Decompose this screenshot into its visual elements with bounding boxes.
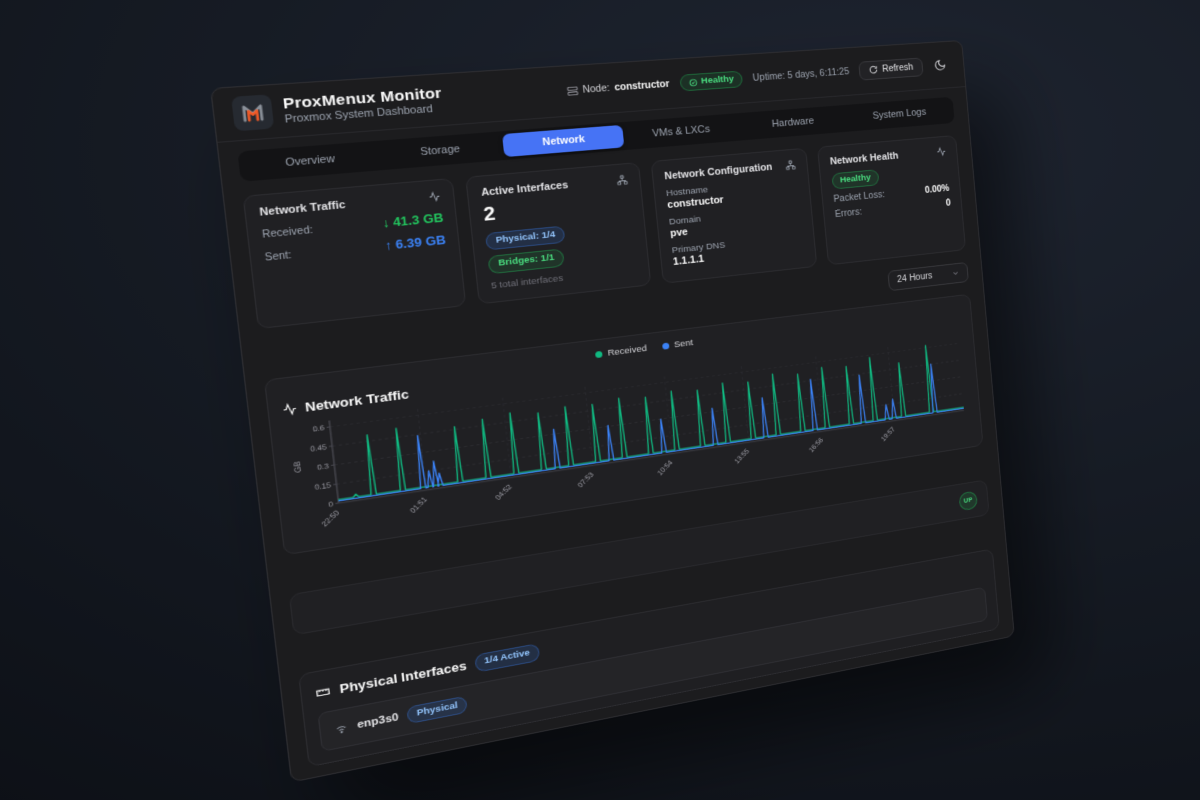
sent-label: Sent: — [264, 249, 293, 264]
time-range-value: 24 Hours — [896, 270, 933, 285]
theme-toggle-button[interactable] — [932, 57, 949, 74]
refresh-button[interactable]: Refresh — [858, 57, 924, 81]
activity-icon — [936, 146, 946, 156]
svg-text:01:51: 01:51 — [408, 495, 429, 515]
card-title: Network Health — [829, 150, 899, 168]
activity-icon — [282, 402, 298, 417]
tab-overview[interactable]: Overview — [241, 144, 377, 179]
svg-text:0.15: 0.15 — [314, 480, 332, 491]
svg-text:0.6: 0.6 — [312, 423, 325, 433]
proxmenux-logo — [231, 94, 275, 132]
server-icon — [566, 85, 578, 96]
node-label: Node: — [582, 82, 611, 96]
svg-text:0: 0 — [328, 499, 334, 508]
card-network-configuration: Network Configuration Hostname construct… — [650, 147, 817, 284]
interface-type-badge: Physical — [406, 695, 469, 725]
up-status-badge: UP — [958, 490, 978, 512]
tab-system-logs[interactable]: System Logs — [846, 100, 952, 129]
chevron-down-icon — [951, 269, 959, 278]
refresh-icon — [869, 65, 879, 74]
legend-dot — [595, 350, 604, 358]
bridges-count-badge: Bridges: 1/1 — [488, 248, 565, 274]
wifi-icon — [333, 721, 349, 736]
svg-text:13:55: 13:55 — [732, 447, 750, 465]
dashboard-window: ProxMenux Monitor Proxmox System Dashboa… — [210, 40, 1015, 783]
packet-loss-value: 0.00% — [924, 184, 950, 196]
node-value: constructor — [614, 78, 670, 93]
svg-text:22:50: 22:50 — [319, 508, 341, 528]
errors-label: Errors: — [834, 207, 863, 221]
check-circle-icon — [688, 78, 697, 87]
tab-storage[interactable]: Storage — [375, 134, 504, 167]
svg-text:0.3: 0.3 — [317, 461, 330, 471]
packet-loss-label: Packet Loss: — [833, 190, 886, 205]
moon-icon — [933, 59, 946, 72]
received-value: ↓ 41.3 GB — [381, 211, 444, 231]
tab-vms-lxcs[interactable]: VMs & LXCs — [622, 116, 739, 147]
panel: ProxMenux Monitor Proxmox System Dashboa… — [210, 40, 1015, 783]
activity-icon — [428, 191, 441, 203]
card-title: Active Interfaces — [480, 179, 569, 199]
svg-text:GB: GB — [292, 460, 303, 473]
uptime-text: Uptime: 5 days, 6:11:25 — [752, 66, 850, 84]
errors-value: 0 — [945, 198, 952, 209]
legend-sent: Sent — [662, 337, 693, 351]
card-active-interfaces: Active Interfaces 2 Physical: 1/4 Bridge… — [465, 162, 651, 305]
svg-text:07:53: 07:53 — [576, 470, 596, 489]
physical-count-badge: Physical: 1/4 — [485, 225, 566, 251]
card-title: Network Configuration — [664, 161, 773, 183]
card-network-health: Network Health Healthy Packet Loss: 0.00… — [816, 134, 966, 266]
legend-dot — [662, 342, 670, 350]
tab-network[interactable]: Network — [501, 124, 625, 158]
card-network-traffic: Network Traffic Received: ↓ 41.3 GB Sent… — [242, 177, 467, 329]
health-badge: Healthy — [679, 70, 744, 92]
card-title: Network Traffic — [258, 199, 347, 219]
time-range-select[interactable]: 24 Hours — [887, 261, 969, 291]
topbar: Node: constructor Healthy Uptime: 5 days… — [566, 55, 949, 101]
hierarchy-icon — [785, 160, 796, 171]
health-status-badge: Healthy — [831, 169, 880, 190]
sent-value: ↑ 6.39 GB — [384, 233, 447, 253]
network-icon — [616, 174, 628, 185]
svg-text:16:56: 16:56 — [807, 435, 825, 453]
received-label: Received: — [261, 224, 314, 241]
svg-text:10:54: 10:54 — [655, 458, 674, 477]
active-count-badge: 1/4 Active — [474, 643, 540, 673]
svg-text:0.45: 0.45 — [310, 442, 328, 453]
network-traffic-chart[interactable]: 0 0.15 0.3 0.45 0.6 22:50 01:51 04:52 07:53 10:54… — [284, 333, 972, 545]
interface-name: enp3s0 — [356, 711, 400, 731]
logo-m-icon — [239, 101, 267, 125]
titles: ProxMenux Monitor Proxmox System Dashboa… — [282, 85, 444, 126]
svg-text:19:57: 19:57 — [879, 425, 896, 443]
tab-hardware[interactable]: Hardware — [737, 108, 848, 138]
ethernet-icon — [314, 684, 331, 700]
network-traffic-chart-card: Received Sent Network Traffic 0 0.15 0.3 0.4… — [263, 293, 984, 556]
node-chip: Node: constructor — [566, 79, 670, 96]
svg-text:04:52: 04:52 — [493, 482, 513, 501]
